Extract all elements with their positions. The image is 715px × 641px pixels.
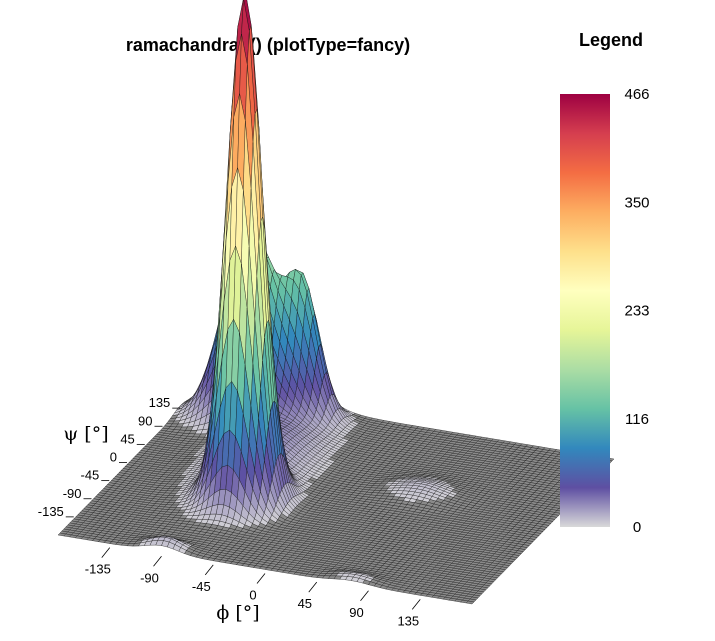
chart-title: ramachandran() (plotType=fancy) (126, 35, 410, 55)
surface-plot (57, 0, 615, 605)
